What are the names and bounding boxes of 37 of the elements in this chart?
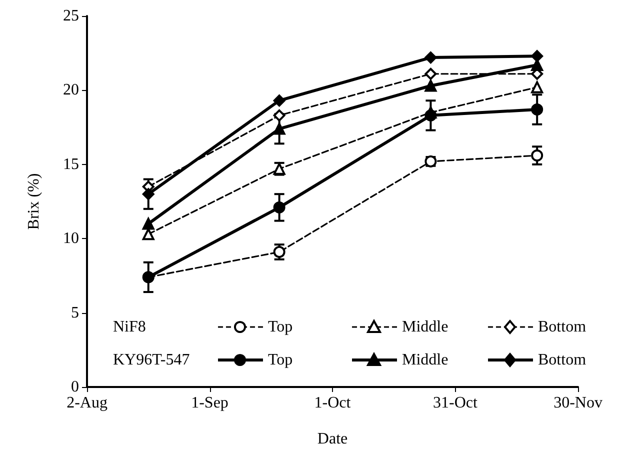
x-tick-label: 31-Oct <box>433 394 478 412</box>
y-tick-label: 20 <box>63 82 79 99</box>
y-tick-label: 25 <box>63 8 79 24</box>
x-axis-title: Date <box>317 430 348 448</box>
x-tick-label: 1-Sep <box>191 394 228 412</box>
point <box>531 81 544 94</box>
y-tick-label: 5 <box>71 304 79 322</box>
annotation: KY96T-547 <box>113 352 190 368</box>
point <box>531 150 544 162</box>
legend-label: Bottom <box>538 352 587 368</box>
point <box>142 218 154 230</box>
x-tick-label: 30-Nov <box>554 394 602 412</box>
point <box>424 80 437 92</box>
point <box>424 109 437 122</box>
point <box>273 201 286 214</box>
y-tick-label: 0 <box>71 378 79 396</box>
y-axis-title: Brix (%) <box>26 173 42 230</box>
point <box>142 228 154 240</box>
legend-label: Bottom <box>538 318 587 336</box>
annotation: NiF8 <box>113 318 146 336</box>
point <box>273 94 286 107</box>
point <box>531 103 544 116</box>
y-tick-label: 10 <box>63 230 79 248</box>
x-tick-label: 1-Oct <box>314 394 352 412</box>
point <box>273 246 286 258</box>
legend-label: Top <box>268 352 293 368</box>
point <box>424 68 437 80</box>
y-tick-label: 15 <box>63 156 79 173</box>
point <box>531 50 544 62</box>
point <box>142 188 154 200</box>
point <box>273 109 286 122</box>
point <box>424 52 437 64</box>
legend-label: Top <box>268 318 293 336</box>
x-tick-label: 2-Aug <box>66 394 108 412</box>
legend-label: Middle <box>402 318 448 336</box>
point <box>273 122 286 135</box>
legend-label: Middle <box>402 352 448 368</box>
